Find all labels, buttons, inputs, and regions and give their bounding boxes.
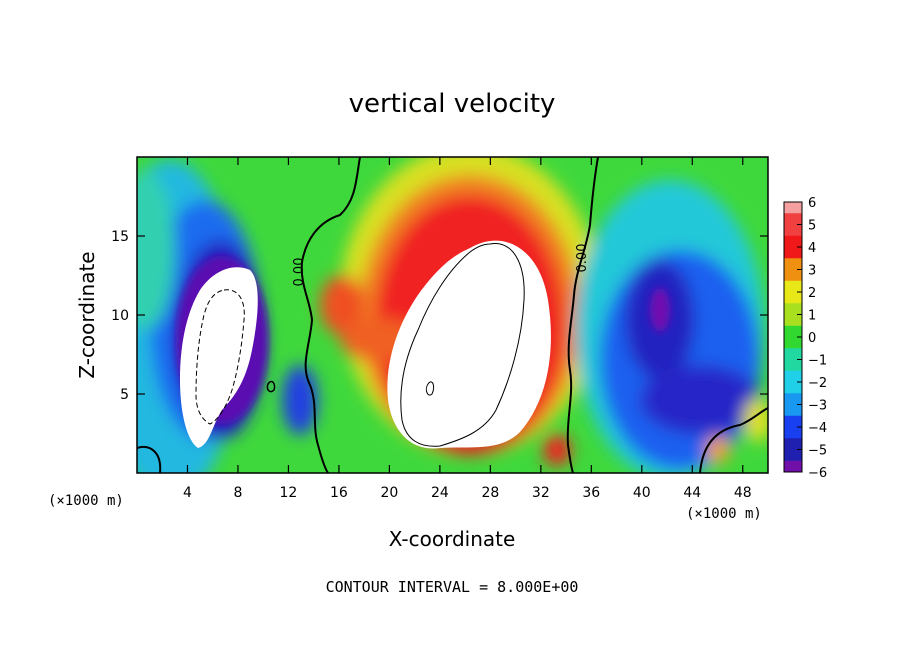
x-tick-label-36: 36 <box>582 485 600 501</box>
contour-lower-left <box>137 446 162 473</box>
core-positive-white <box>387 240 551 449</box>
colorbar-swatch <box>784 292 802 304</box>
contour-inner-negative <box>195 289 245 425</box>
field-pos-x16 <box>320 275 364 335</box>
contour-label-right: 0.00 <box>575 244 590 273</box>
contour-zero-right <box>566 157 599 473</box>
y-tick-label-10: 10 <box>111 308 129 324</box>
colorbar-swatch <box>784 258 802 270</box>
colorbar-swatch <box>784 269 802 282</box>
x-tick-label-44: 44 <box>683 485 701 501</box>
x-tick-label-20: 20 <box>380 485 398 501</box>
colorbar-swatch <box>784 449 802 462</box>
colorbar-label: −3 <box>808 399 827 414</box>
colorbar-swatch <box>784 438 802 450</box>
colorbar-swatch <box>784 415 802 428</box>
heatmap-field <box>137 157 768 473</box>
colorbar-label: 1 <box>808 309 816 324</box>
field-left-cyan-band <box>137 170 175 330</box>
colorbar-label: 5 <box>808 219 816 234</box>
colorbar: 6 5 4 3 2 1 0 −1 −2 −3 −4 −5 −6 <box>783 196 827 481</box>
x-tick-label-32: 32 <box>532 485 550 501</box>
colorbar-label: 3 <box>808 264 816 279</box>
x-tick-label-28: 28 <box>481 485 499 501</box>
x-axis-ticks: 4 8 12 16 20 24 28 32 36 40 44 48 <box>183 157 752 501</box>
field-pos-x46 <box>706 436 730 464</box>
x-tick-label-4: 4 <box>183 485 192 501</box>
colorbar-label: −2 <box>808 376 827 391</box>
y-axis-ticks: 5 10 15 <box>111 229 768 403</box>
chart-title: vertical velocity <box>349 89 556 119</box>
colorbar-label: −4 <box>808 421 827 436</box>
colorbar-swatch <box>784 235 802 248</box>
colorbar-swatch <box>784 224 802 237</box>
x-tick-label-12: 12 <box>280 485 298 501</box>
contour-interval-note: CONTOUR INTERVAL = 8.000E+00 <box>326 578 579 596</box>
x-tick-label-24: 24 <box>431 485 449 501</box>
x-tick-label-40: 40 <box>633 485 651 501</box>
x-tick-label-16: 16 <box>330 485 348 501</box>
colorbar-swatch <box>784 382 802 394</box>
colorbar-swatch <box>784 393 802 405</box>
colorbar-swatch <box>784 427 802 439</box>
y-tick-label-5: 5 <box>120 387 129 403</box>
colorbar-label: 4 <box>808 241 816 256</box>
contour-small-loop <box>266 380 276 393</box>
colorbar-swatch <box>784 337 802 349</box>
colorbar-label: 2 <box>808 286 816 301</box>
colorbar-swatch <box>784 460 802 473</box>
colorbar-label: 6 <box>808 196 816 211</box>
colorbar-swatch <box>784 213 802 225</box>
colorbar-label: −1 <box>808 354 827 369</box>
colorbar-label: 0 <box>808 331 816 346</box>
contour-small-loop-2 <box>425 381 435 396</box>
colorbar-swatch <box>784 359 802 372</box>
contour-lower-right <box>699 407 768 473</box>
colorbar-label: −5 <box>808 444 827 459</box>
field-right-purple <box>650 288 670 332</box>
colorbar-swatch <box>784 280 802 293</box>
colorbar-swatch <box>784 325 802 338</box>
colorbar-swatch <box>784 202 802 214</box>
field-right-lower <box>640 365 760 435</box>
x-unit-right: (×1000 m) <box>686 506 762 522</box>
colorbar-label: −6 <box>808 466 827 481</box>
x-tick-label-8: 8 <box>233 485 242 501</box>
colorbar-swatch <box>784 348 802 360</box>
colorbar-swatch <box>784 247 802 259</box>
field-pos-x33 <box>543 434 571 466</box>
x-unit-left: (×1000 m) <box>48 493 124 509</box>
colorbar-swatch <box>784 404 802 417</box>
y-tick-label-15: 15 <box>111 229 129 245</box>
colorbar-swatch <box>784 303 802 315</box>
core-negative-white <box>180 267 258 448</box>
colorbar-swatch <box>784 314 802 327</box>
x-axis-label: X-coordinate <box>389 527 516 551</box>
contour-inner-positive <box>400 243 525 447</box>
y-axis-label: Z-coordinate <box>75 251 99 378</box>
colorbar-swatch <box>784 370 802 383</box>
field-pos-x49 <box>744 398 768 442</box>
contour-zero-left <box>300 157 361 473</box>
contour-label-left: 0.00 <box>292 258 307 287</box>
x-tick-label-48: 48 <box>734 485 752 501</box>
